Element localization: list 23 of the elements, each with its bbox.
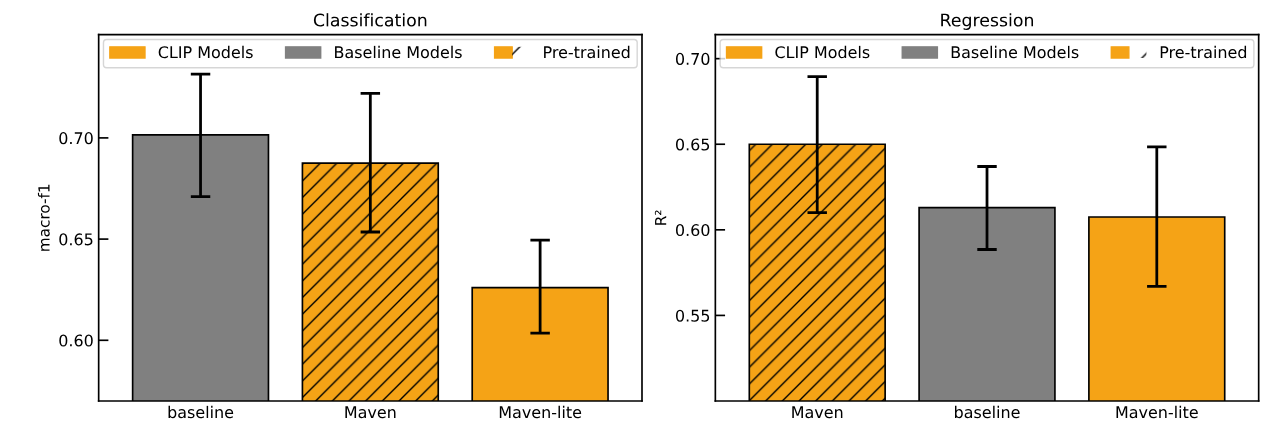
y-tick-label: 0.55: [675, 309, 710, 322]
y-tick-label: 0.70: [59, 132, 93, 145]
y-tick-label: 0.65: [59, 233, 93, 246]
legend-label: Baseline Models: [951, 45, 1079, 59]
x-tick-label: baseline: [955, 405, 1020, 419]
x-tick-label: Maven: [345, 406, 396, 419]
chart-title: Regression: [941, 13, 1034, 30]
legend-label: CLIP Models: [775, 45, 870, 59]
y-tick-label: 0.60: [675, 224, 710, 237]
x-tick-label: Maven-lite: [1116, 405, 1198, 419]
x-tick-label: Maven: [792, 406, 843, 419]
x-tick-label: Maven-lite: [499, 405, 582, 419]
legend-label: CLIP Models: [158, 45, 253, 59]
chart-title: Classification: [313, 13, 427, 27]
legend-label: Baseline Models: [335, 45, 462, 59]
y-tick-label: 0.65: [675, 138, 710, 151]
legend-label: Pre-trained: [1160, 45, 1247, 59]
y-axis-title: macro-f1: [37, 184, 50, 251]
y-tick-label: 0.60: [59, 334, 93, 347]
y-axis-title: R²: [654, 210, 667, 225]
legend-label: Pre-trained: [544, 45, 630, 59]
y-tick-label: 0.70: [675, 52, 710, 65]
x-tick-label: baseline: [168, 405, 234, 419]
